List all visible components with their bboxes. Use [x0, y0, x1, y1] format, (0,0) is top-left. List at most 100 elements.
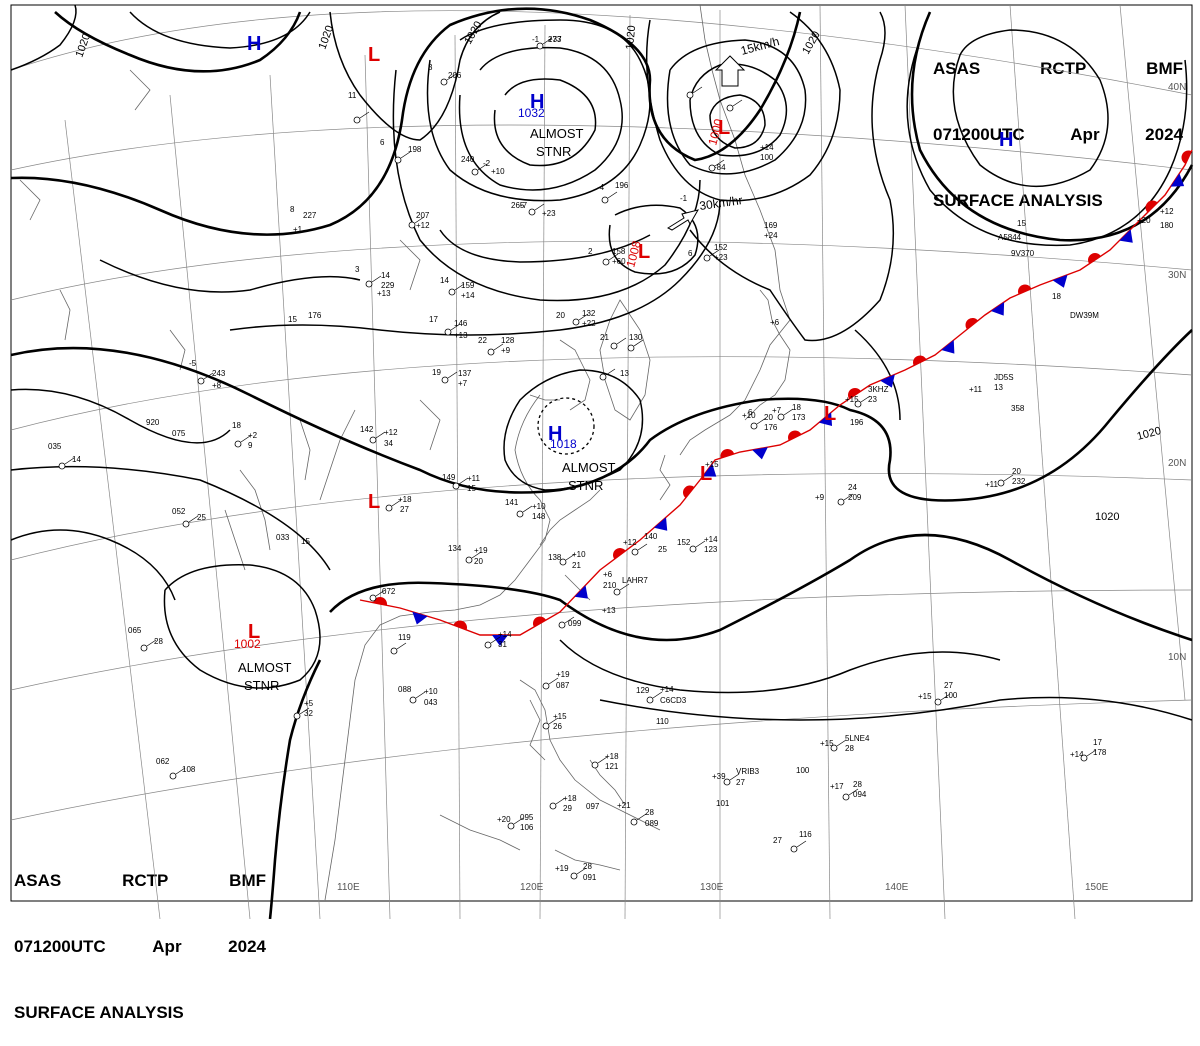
station-label: +13: [602, 606, 616, 615]
coastline: [169, 329, 186, 371]
station-circle: [591, 761, 599, 769]
isobar-thick: [329, 533, 1193, 642]
longitude-label: 130E: [700, 882, 724, 893]
wind-barb: [146, 639, 157, 647]
station-label: 23: [868, 395, 877, 404]
station-circle: [750, 422, 758, 430]
warm-front-semicircle: [613, 548, 626, 560]
isobar: [952, 29, 1109, 187]
station-label: 169: [764, 221, 778, 230]
meridian-line: [1119, 4, 1186, 701]
station-label: +14: [760, 143, 774, 152]
station-label: 138: [548, 553, 562, 562]
station-label: 128: [501, 336, 515, 345]
warm-front-semicircle: [965, 318, 978, 330]
station-label: 28: [645, 808, 654, 817]
station-label: +14: [660, 685, 674, 694]
coastline: [299, 419, 311, 481]
station-label: 091: [583, 873, 597, 882]
wind-barb: [400, 151, 411, 159]
station-label: 5LNE4: [845, 734, 870, 743]
station-label: 099: [568, 619, 582, 628]
low-center-symbol: L: [248, 621, 260, 643]
station-label: +84: [712, 163, 726, 172]
isobar: [645, 11, 841, 202]
station-label: 20: [764, 413, 773, 422]
wind-barb: [860, 395, 871, 403]
map-frame: [10, 4, 1193, 902]
station-label: +6: [770, 318, 780, 327]
station-label: +13: [454, 331, 468, 340]
station-label: 18: [1052, 292, 1061, 301]
station-label: 18: [232, 421, 241, 430]
movement-note: STNR: [244, 678, 279, 693]
footer-product: ASAS: [14, 871, 62, 890]
parallel-line: [10, 240, 1193, 301]
station-label: 094: [853, 790, 867, 799]
wind-barb: [652, 691, 663, 699]
station-circle: [182, 520, 190, 528]
footer-month: Apr: [152, 937, 182, 956]
station-label: 129: [636, 686, 650, 695]
station-label: +14: [1070, 750, 1084, 759]
isobar: [458, 46, 623, 191]
station-label: 176: [764, 423, 778, 432]
station-label: 28: [583, 862, 592, 871]
station-circle: [613, 588, 621, 596]
coastline: [659, 454, 671, 501]
pressure-center-value: 1018: [550, 437, 577, 451]
station-label: 6: [748, 408, 753, 417]
footer-time: 071200UTC: [14, 937, 106, 956]
wind-barb: [415, 691, 426, 699]
station-label: 27: [400, 505, 409, 514]
wind-barb: [597, 756, 608, 764]
wind-barb: [513, 817, 524, 825]
station-label: 3: [355, 265, 360, 274]
station-circle: [602, 258, 610, 266]
wind-barb: [450, 323, 461, 331]
station-label: +24: [764, 231, 778, 240]
warm-front-semicircle: [1088, 253, 1101, 264]
cold-front-triangle: [492, 635, 508, 646]
station-circle: [1080, 754, 1088, 762]
station-label: 173: [792, 413, 806, 422]
station-label: +37: [548, 35, 562, 44]
isobar-thick: [54, 11, 302, 73]
station-label: 229: [381, 281, 395, 290]
wind-barb: [636, 813, 647, 821]
station-label: +10: [491, 167, 505, 176]
isobar: [10, 4, 77, 71]
cold-front-triangle: [653, 517, 668, 531]
longitude-label: 150E: [1085, 882, 1109, 893]
station-label: 3: [428, 63, 433, 72]
isobar-dashed: [537, 397, 595, 455]
station-circle: [440, 78, 448, 86]
station-label: 137: [458, 369, 472, 378]
cold-front-triangle: [1119, 229, 1133, 243]
station-circle: [353, 116, 361, 124]
station-label: +13: [377, 289, 391, 298]
station-label: +9: [501, 346, 511, 355]
station-label: +12: [1160, 207, 1174, 216]
longitude-label: 110E: [337, 882, 360, 893]
map-labels: 110E 120E 130E 140E 150E 40N 30N 20N 10N: [337, 82, 1186, 893]
wind-barb: [578, 313, 589, 321]
station-label: +5: [304, 699, 314, 708]
wind-barb: [396, 642, 407, 650]
low-center-symbol: L: [700, 463, 712, 485]
station-label: 28: [154, 637, 163, 646]
station-label: +9: [815, 493, 825, 502]
cold-front-triangle: [702, 463, 717, 477]
high-center-symbol: H: [999, 129, 1013, 151]
station-label: 087: [556, 681, 570, 690]
station-label: 14: [381, 271, 390, 280]
station-label: -4: [597, 183, 605, 192]
station-label: +19: [474, 546, 488, 555]
station-circle: [723, 778, 731, 786]
isobar: [559, 639, 1001, 694]
station-label: 206: [448, 71, 462, 80]
wind-barb: [534, 203, 545, 211]
station-label: LAHR7: [622, 576, 648, 585]
station-circle: [507, 822, 515, 830]
